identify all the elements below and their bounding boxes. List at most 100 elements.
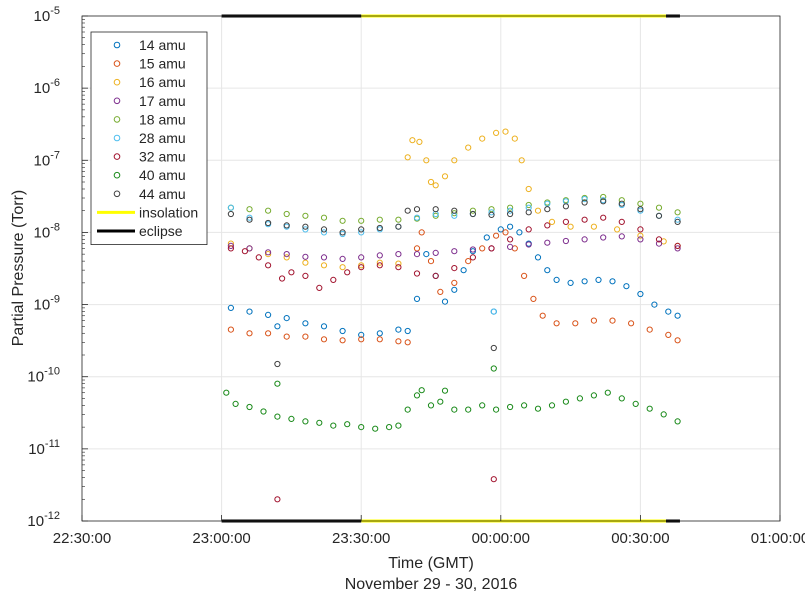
data-point (265, 249, 272, 256)
data-point (451, 210, 458, 217)
data-point (600, 214, 607, 221)
data-point (358, 336, 365, 343)
data-point (646, 405, 653, 412)
data-point (544, 222, 551, 229)
data-point (637, 236, 644, 243)
data-point (665, 308, 672, 315)
data-point (395, 223, 402, 230)
legend-label: insolation (139, 204, 198, 220)
data-point (246, 330, 253, 337)
data-point (395, 326, 402, 333)
data-point (483, 234, 490, 241)
data-point (376, 252, 383, 259)
y-tick-label: 10-8 (34, 221, 60, 241)
data-point (581, 236, 588, 243)
data-point (339, 217, 346, 224)
legend-marker (113, 41, 121, 49)
data-point (358, 264, 365, 271)
x-tick-label: 00:00:00 (472, 530, 530, 547)
data-point (274, 380, 281, 387)
data-point (674, 216, 681, 223)
legend-label: 14 amu (139, 37, 186, 53)
x-tick-label: 22:30:00 (53, 530, 111, 547)
data-point (344, 421, 351, 428)
data-point (432, 206, 439, 213)
data-point (302, 226, 309, 233)
legend-box (90, 31, 208, 246)
data-point (376, 262, 383, 269)
data-point (488, 209, 495, 216)
data-point (490, 476, 497, 483)
x-tick-label: 01:00:00 (751, 530, 805, 547)
data-point (618, 218, 625, 225)
data-point (432, 182, 439, 189)
data-point (518, 157, 525, 164)
data-point (265, 251, 272, 258)
legend-label: 44 amu (139, 186, 186, 202)
legend-marker (113, 60, 121, 67)
data-point (260, 408, 267, 415)
data-point (358, 229, 365, 236)
data-point (395, 260, 402, 267)
data-point (548, 218, 556, 225)
data-point (507, 210, 514, 218)
data-point (516, 229, 523, 236)
data-point (358, 217, 365, 224)
data-point (283, 210, 290, 218)
data-point (423, 251, 430, 258)
series-2 (227, 128, 681, 271)
x-axis-ticks: 22:30:00 23:00:00 23:30:00 00:00:00 00:30:00… (53, 515, 805, 547)
data-point (674, 242, 681, 249)
data-point (432, 272, 439, 279)
data-point (302, 418, 309, 425)
data-point (241, 248, 248, 255)
legend-label: eclipse (139, 223, 183, 239)
data-point (427, 178, 435, 186)
data-point (590, 392, 598, 399)
data-point (320, 254, 328, 261)
data-point (493, 232, 500, 239)
data-point (232, 400, 239, 407)
data-point (265, 207, 272, 214)
x-tick-label: 23:30:00 (332, 530, 390, 547)
data-point (395, 251, 402, 258)
data-point (465, 258, 472, 265)
y-tick-label: 10-6 (34, 77, 60, 97)
data-point (376, 259, 383, 266)
y-axis-label: Partial Pressure (Torr) (10, 190, 27, 346)
legend-label: 17 amu (139, 93, 186, 109)
data-point (274, 360, 281, 368)
data-point (437, 398, 444, 405)
data-point (227, 210, 234, 218)
x-tick-label: 00:30:00 (611, 530, 669, 547)
data-point (488, 206, 495, 213)
data-point (265, 262, 272, 269)
data-point (479, 402, 486, 409)
data-point (416, 138, 423, 145)
data-point (488, 211, 495, 218)
data-point (246, 206, 253, 213)
data-point (507, 207, 514, 214)
data-point (413, 245, 421, 252)
data-point (567, 223, 574, 230)
data-point (302, 333, 309, 340)
data-point (530, 295, 537, 302)
data-point (227, 304, 234, 311)
legend-marker (113, 190, 121, 198)
legend-label: 32 amu (139, 149, 186, 165)
data-point (427, 402, 435, 409)
data-point (418, 229, 425, 236)
data-point (265, 219, 272, 227)
legend: 14 amu 15 amu 16 amu 17 amu 18 amu 28 amu 32 a… (90, 31, 208, 246)
data-point (465, 144, 472, 151)
legend-marker (113, 171, 121, 179)
legend-marker (113, 97, 121, 105)
data-point (490, 365, 497, 372)
data-point (490, 308, 497, 315)
data-point (581, 196, 588, 203)
data-point (451, 265, 458, 272)
data-point (395, 338, 402, 345)
data-point (376, 224, 383, 232)
data-point (674, 218, 681, 225)
